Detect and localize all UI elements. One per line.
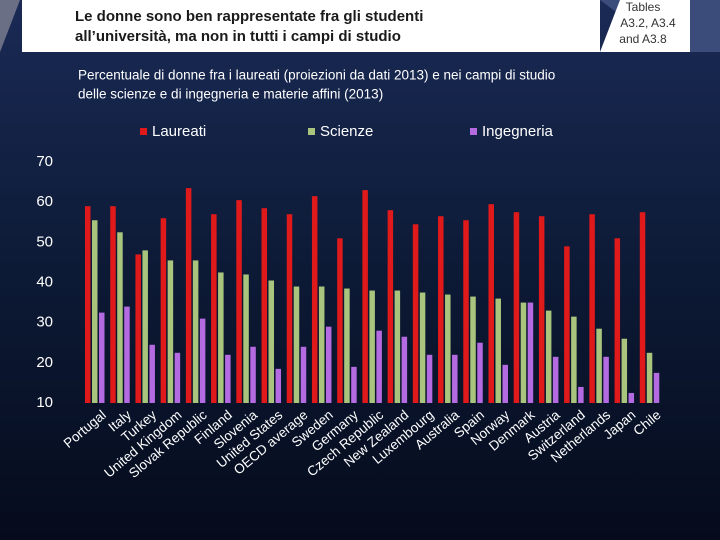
legend-label: Laureati bbox=[152, 123, 206, 140]
bar bbox=[653, 372, 660, 403]
legend-label: Scienze bbox=[320, 123, 373, 140]
source-note: A3.2, A3.4 bbox=[620, 16, 676, 30]
bar bbox=[639, 212, 646, 403]
bar bbox=[236, 200, 242, 403]
bar bbox=[311, 196, 318, 403]
y-tick-label: 10 bbox=[36, 394, 53, 411]
legend-swatch bbox=[140, 128, 147, 135]
bar bbox=[419, 292, 426, 403]
bar bbox=[552, 356, 559, 403]
bar bbox=[185, 188, 192, 403]
bar bbox=[412, 224, 419, 403]
bar bbox=[621, 338, 628, 403]
bar bbox=[344, 288, 350, 403]
legend-swatch bbox=[470, 128, 477, 135]
bar bbox=[250, 346, 256, 403]
bar bbox=[477, 342, 483, 403]
bar bbox=[445, 294, 451, 403]
bar bbox=[325, 326, 332, 403]
bar bbox=[261, 208, 268, 403]
bar bbox=[286, 214, 293, 403]
bar bbox=[167, 260, 174, 403]
bar bbox=[160, 218, 167, 403]
bar bbox=[603, 356, 609, 403]
bar bbox=[135, 254, 141, 403]
bar bbox=[538, 216, 545, 403]
bar bbox=[488, 204, 494, 403]
bar bbox=[337, 238, 343, 403]
bar bbox=[614, 238, 621, 403]
bar bbox=[225, 354, 231, 403]
bar bbox=[520, 302, 527, 403]
bar bbox=[463, 220, 469, 403]
subtitle: Percentuale di donne fra i laureati (pro… bbox=[78, 68, 555, 83]
bar bbox=[85, 206, 91, 403]
bar bbox=[300, 346, 307, 403]
bar bbox=[149, 344, 155, 403]
y-tick-label: 70 bbox=[36, 153, 53, 170]
header-title: Le donne sono ben rappresentate fra gli … bbox=[75, 8, 423, 25]
bar bbox=[362, 190, 368, 403]
source-note: and A3.8 bbox=[619, 32, 667, 46]
bar bbox=[268, 280, 275, 403]
bar bbox=[470, 296, 476, 403]
bar bbox=[502, 364, 508, 403]
bar bbox=[99, 312, 105, 403]
bar bbox=[387, 210, 394, 403]
bar bbox=[369, 290, 375, 403]
bar bbox=[142, 250, 148, 403]
subtitle: delle scienze e di ingegneria e materie … bbox=[78, 87, 383, 102]
y-tick-label: 30 bbox=[36, 314, 53, 331]
y-tick-label: 20 bbox=[36, 354, 53, 371]
bar bbox=[394, 290, 401, 403]
legend-label: Ingegneria bbox=[482, 123, 554, 140]
bar bbox=[545, 310, 552, 403]
bar bbox=[571, 316, 577, 403]
bar bbox=[452, 354, 458, 403]
bar bbox=[318, 286, 325, 403]
bar bbox=[92, 220, 98, 403]
y-tick-label: 40 bbox=[36, 273, 53, 290]
bar bbox=[192, 260, 199, 403]
header-corner bbox=[0, 0, 20, 52]
bar bbox=[596, 328, 602, 403]
bar bbox=[275, 368, 282, 403]
bar bbox=[513, 212, 520, 403]
bar bbox=[110, 206, 116, 403]
bar bbox=[376, 330, 382, 403]
bar bbox=[438, 216, 444, 403]
bar bbox=[426, 354, 433, 403]
bar bbox=[199, 318, 206, 403]
bar bbox=[401, 336, 408, 403]
bar bbox=[564, 246, 570, 403]
bar bbox=[243, 274, 249, 403]
y-tick-label: 50 bbox=[36, 233, 53, 250]
bar bbox=[578, 386, 584, 403]
bar bbox=[351, 366, 357, 403]
bar bbox=[646, 352, 653, 403]
bar bbox=[589, 214, 595, 403]
header-band bbox=[22, 0, 600, 52]
bar bbox=[293, 286, 300, 403]
header-title: all’università, ma non in tutti i campi … bbox=[75, 28, 401, 45]
bar bbox=[117, 232, 123, 403]
bar bbox=[174, 352, 181, 403]
bar bbox=[211, 214, 217, 403]
bar bbox=[495, 298, 501, 403]
bar bbox=[628, 392, 635, 403]
bar bbox=[124, 306, 130, 403]
source-box bbox=[600, 0, 690, 52]
legend-swatch bbox=[308, 128, 315, 135]
bar bbox=[527, 302, 534, 403]
y-tick-label: 60 bbox=[36, 193, 53, 210]
bar bbox=[218, 272, 224, 403]
source-note: Tables bbox=[626, 0, 661, 14]
